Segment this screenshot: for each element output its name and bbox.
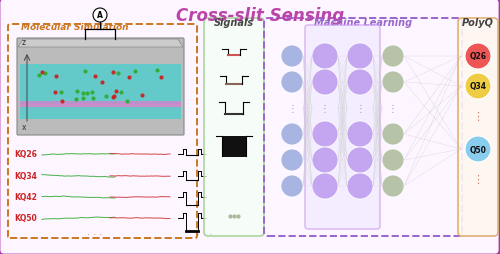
Text: KQ50: KQ50 <box>14 214 37 223</box>
Circle shape <box>465 74 491 100</box>
Polygon shape <box>18 40 183 48</box>
Text: Q26: Q26 <box>470 52 486 61</box>
Text: Signals: Signals <box>214 18 254 28</box>
Text: ⋮: ⋮ <box>320 104 330 114</box>
Circle shape <box>347 147 373 173</box>
Circle shape <box>281 72 303 94</box>
Bar <box>20 102 181 109</box>
Text: ⋮: ⋮ <box>472 112 484 121</box>
FancyBboxPatch shape <box>458 19 498 236</box>
Text: Molecular Simulation: Molecular Simulation <box>21 23 129 32</box>
Text: Machine Learning: Machine Learning <box>314 18 412 28</box>
Text: z: z <box>22 38 26 47</box>
Circle shape <box>347 70 373 96</box>
FancyBboxPatch shape <box>204 19 264 236</box>
Circle shape <box>347 121 373 147</box>
Circle shape <box>281 149 303 171</box>
Circle shape <box>382 149 404 171</box>
Bar <box>20 108 181 120</box>
Circle shape <box>347 44 373 70</box>
Circle shape <box>382 175 404 197</box>
Text: Q34: Q34 <box>470 82 486 91</box>
Circle shape <box>347 173 373 199</box>
Circle shape <box>382 46 404 68</box>
FancyBboxPatch shape <box>305 26 380 229</box>
Text: · · ·: · · · <box>198 229 212 239</box>
Circle shape <box>312 121 338 147</box>
Circle shape <box>93 9 107 23</box>
Bar <box>20 65 181 105</box>
Text: Cross-slit Sensing: Cross-slit Sensing <box>176 7 344 25</box>
Text: · · ·: · · · <box>88 229 102 239</box>
Text: PolyQ: PolyQ <box>462 18 494 28</box>
Circle shape <box>281 175 303 197</box>
Circle shape <box>312 173 338 199</box>
Circle shape <box>312 44 338 70</box>
Circle shape <box>312 70 338 96</box>
FancyBboxPatch shape <box>17 39 184 135</box>
Text: A: A <box>97 11 103 20</box>
Text: ⋮: ⋮ <box>355 104 365 114</box>
Circle shape <box>382 123 404 146</box>
Text: ⋮: ⋮ <box>388 104 398 114</box>
Circle shape <box>312 147 338 173</box>
Text: ⋮: ⋮ <box>287 104 297 114</box>
Text: Q50: Q50 <box>470 145 486 154</box>
Text: x: x <box>22 122 26 132</box>
Text: KQ26: KQ26 <box>14 150 37 159</box>
Circle shape <box>281 46 303 68</box>
Circle shape <box>382 72 404 94</box>
Circle shape <box>465 136 491 162</box>
Text: KQ42: KQ42 <box>14 193 37 202</box>
Circle shape <box>465 44 491 70</box>
Bar <box>222 136 246 157</box>
Text: ⋮: ⋮ <box>472 174 484 184</box>
Circle shape <box>281 123 303 146</box>
Text: KQ34: KQ34 <box>14 172 37 181</box>
